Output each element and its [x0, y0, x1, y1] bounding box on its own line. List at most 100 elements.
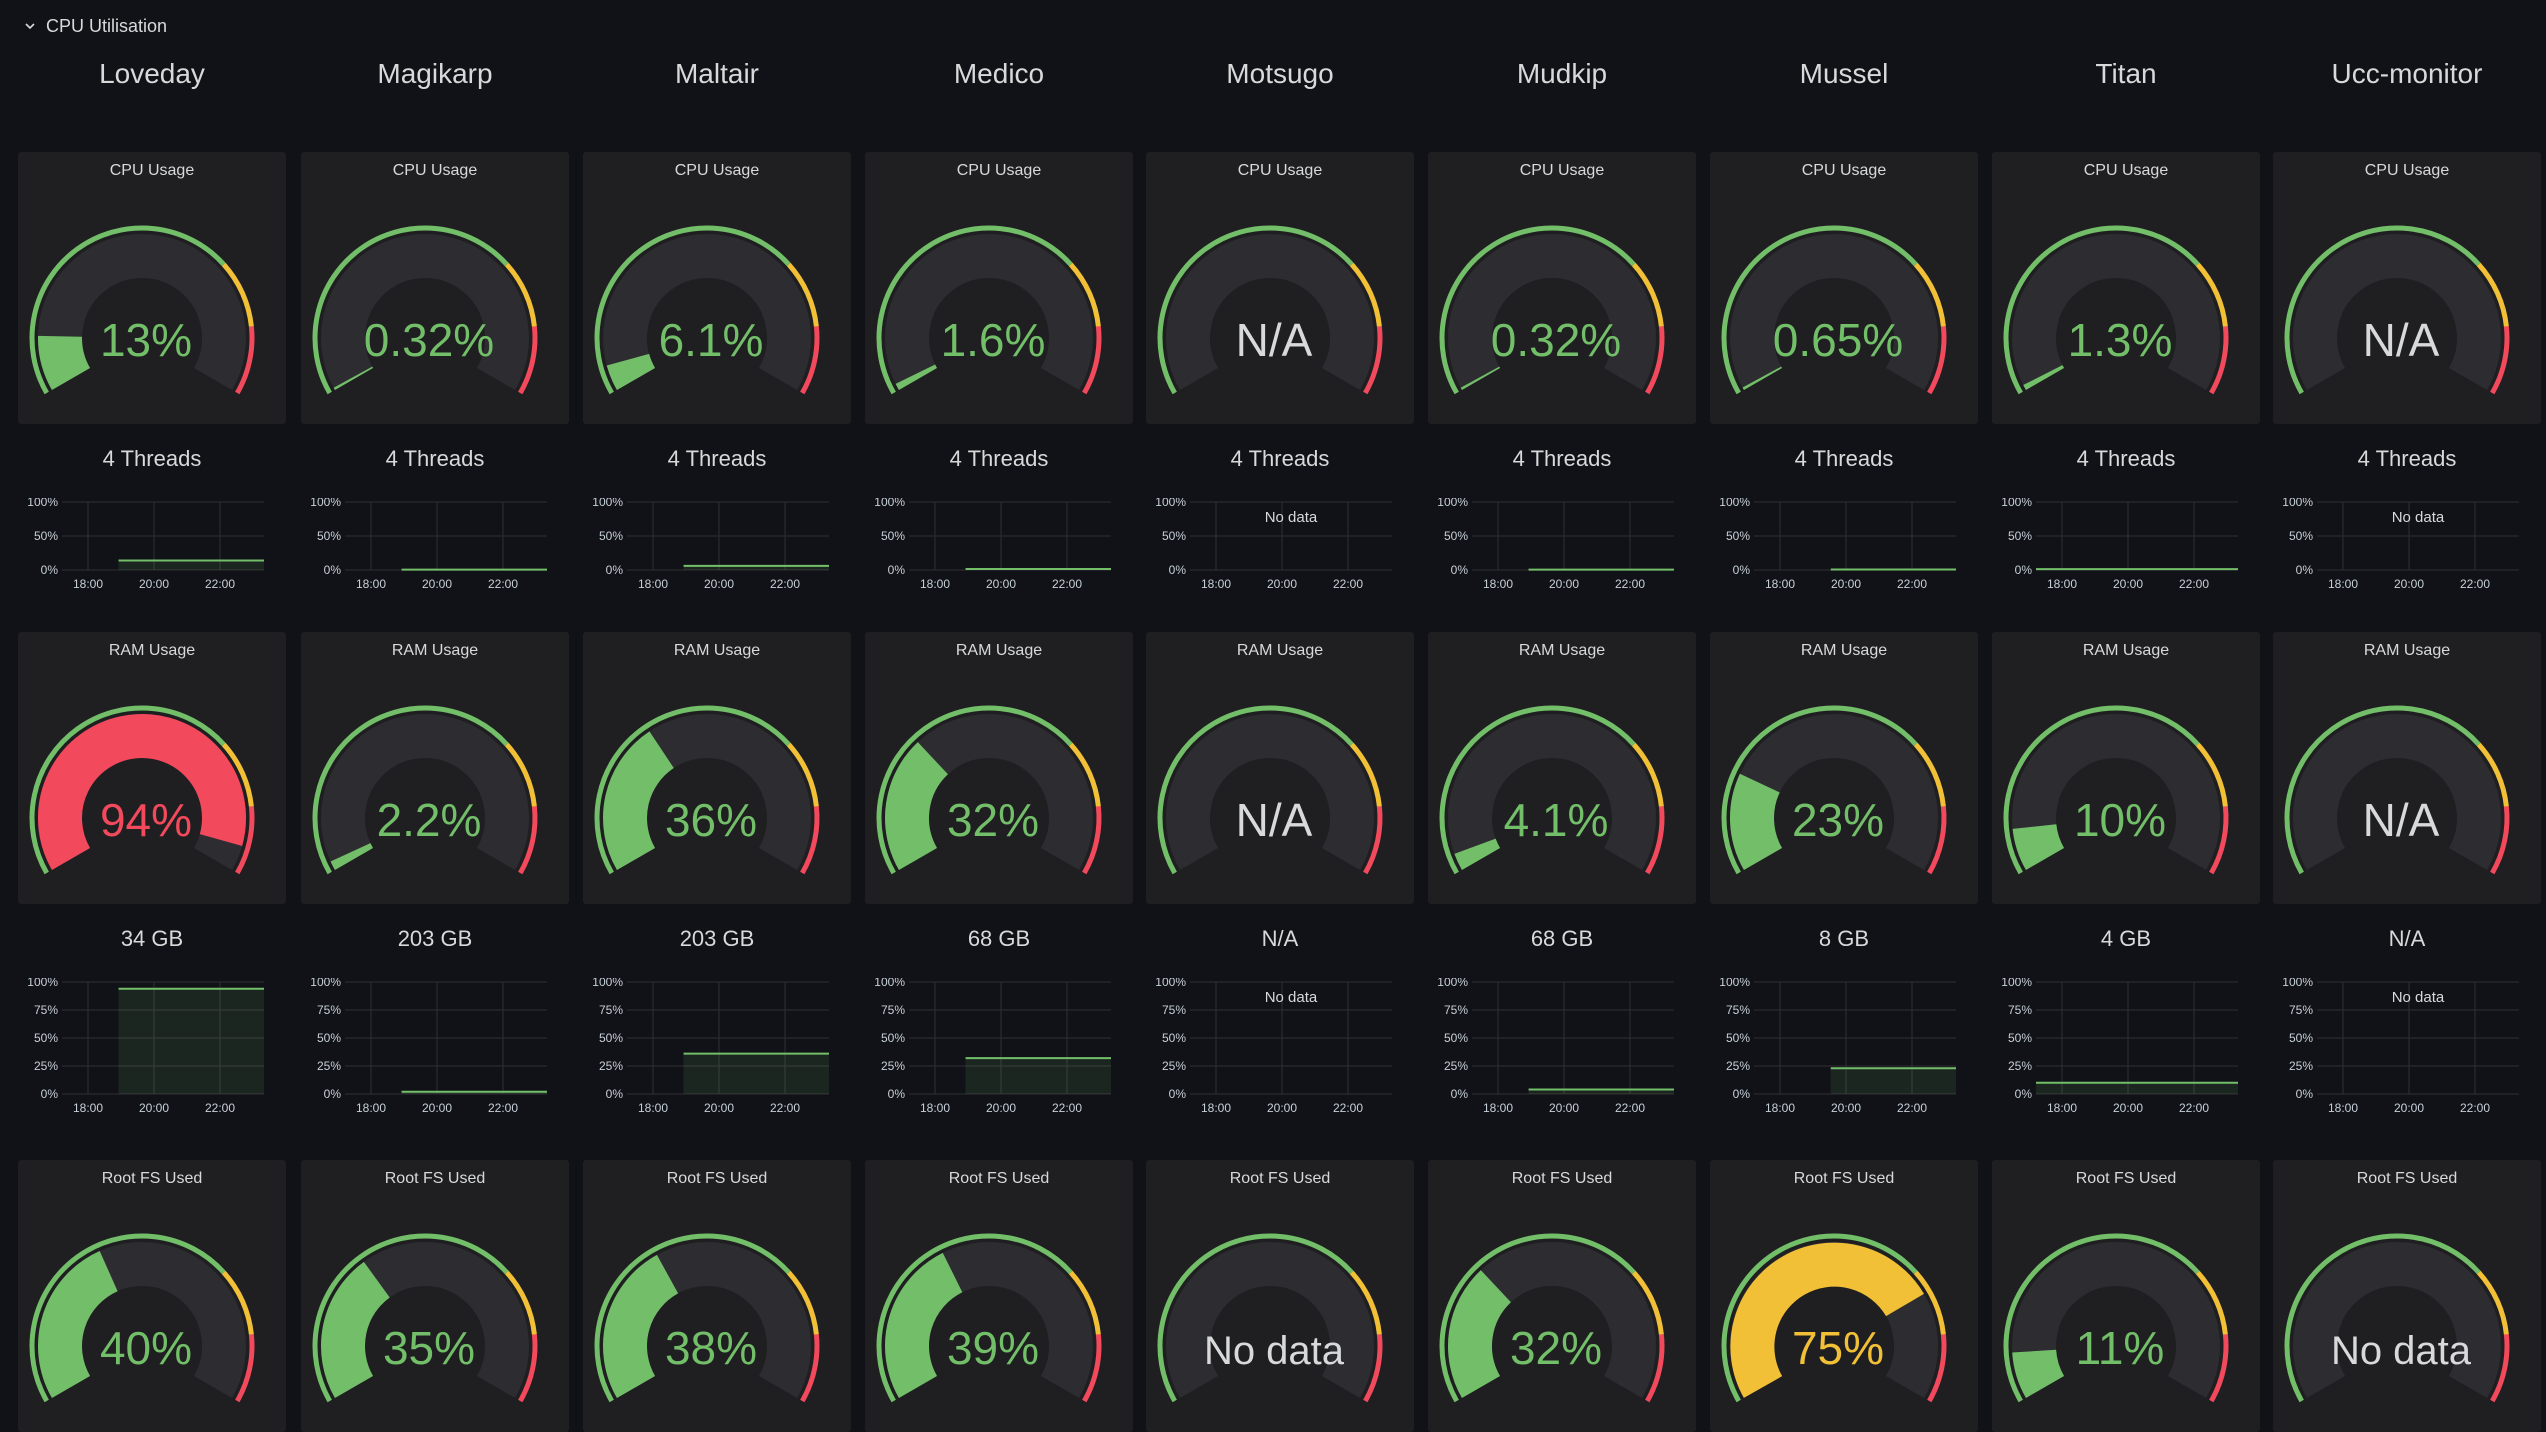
ram-usage-panel[interactable]: 2.2%RAM Usage: [301, 632, 569, 904]
x-tick-label: 20:00: [139, 577, 169, 591]
panel-title: Root FS Used: [865, 1170, 1133, 1188]
cpu-usage-gauge: 0.65%: [1710, 152, 1978, 424]
y-tick-label: 100%: [310, 978, 341, 989]
gauge-value-text: N/A: [2363, 794, 2440, 846]
x-tick-label: 18:00: [2328, 1101, 2358, 1115]
panel-title: Root FS Used: [1992, 1170, 2260, 1188]
cpu-usage-panel[interactable]: 13%CPU Usage: [18, 152, 286, 424]
y-tick-label: 25%: [1444, 1059, 1468, 1073]
x-tick-label: 20:00: [2113, 1101, 2143, 1115]
gauge-value-text: 10%: [2074, 794, 2166, 846]
cpu-usage-panel[interactable]: 0.32%CPU Usage: [301, 152, 569, 424]
ram-usage-gauge: 23%: [1710, 632, 1978, 904]
root-fs-gauge: 40%: [18, 1160, 286, 1432]
panel-title: Root FS Used: [1710, 1170, 1978, 1188]
cpu-usage-panel[interactable]: 0.32%CPU Usage: [1428, 152, 1696, 424]
gauge-value-text: 38%: [665, 1322, 757, 1374]
ram-usage-panel[interactable]: 23%RAM Usage: [1710, 632, 1978, 904]
x-tick-label: 20:00: [422, 577, 452, 591]
root-fs-panel[interactable]: 11%Root FS Used: [1992, 1160, 2260, 1432]
gauge-value-text: N/A: [1236, 794, 1313, 846]
ram-usage-panel[interactable]: 94%RAM Usage: [18, 632, 286, 904]
x-tick-label: 22:00: [770, 577, 800, 591]
gauge-value-arc: [2043, 375, 2045, 379]
threads-stat: 4 Threads: [1428, 446, 1696, 472]
root-fs-panel[interactable]: 32%Root FS Used: [1428, 1160, 1696, 1432]
ram-total-stat: 68 GB: [865, 926, 1133, 952]
root-fs-gauge: 75%: [1710, 1160, 1978, 1432]
no-data-text: No data: [1265, 509, 1318, 526]
cpu-usage-panel[interactable]: 6.1%CPU Usage: [583, 152, 851, 424]
y-tick-label: 75%: [1726, 1003, 1750, 1017]
host-name: Magikarp: [301, 58, 569, 104]
root-fs-gauge: 39%: [865, 1160, 1133, 1432]
y-tick-label: 0%: [888, 563, 906, 577]
root-fs-panel[interactable]: 40%Root FS Used: [18, 1160, 286, 1432]
gauge-value-arc: [351, 852, 354, 859]
root-fs-panel[interactable]: 35%Root FS Used: [301, 1160, 569, 1432]
root-fs-panel[interactable]: 39%Root FS Used: [865, 1160, 1133, 1432]
y-tick-label: 50%: [881, 1031, 905, 1045]
series-area: [684, 1054, 829, 1094]
panel-title: RAM Usage: [1710, 642, 1978, 660]
y-tick-label: 0%: [1169, 563, 1187, 577]
gauge-value-text: 6.1%: [659, 314, 764, 366]
y-tick-label: 50%: [2008, 529, 2032, 543]
ram-usage-panel[interactable]: 10%RAM Usage: [1992, 632, 2260, 904]
gauge-value-arc: [907, 758, 933, 859]
root-fs-panel[interactable]: 38%Root FS Used: [583, 1160, 851, 1432]
panel-title: Root FS Used: [2273, 1170, 2541, 1188]
gauge-value-arc: [1475, 846, 1481, 859]
x-tick-label: 20:00: [1549, 577, 1579, 591]
cpu-usage-panel[interactable]: 1.6%CPU Usage: [865, 152, 1133, 424]
y-tick-label: 50%: [1162, 1031, 1186, 1045]
panel-title: Root FS Used: [301, 1170, 569, 1188]
gauge-value-arc: [343, 1280, 377, 1387]
host-name: Medico: [865, 58, 1133, 104]
y-tick-label: 75%: [317, 1003, 341, 1017]
y-tick-label: 0%: [2296, 1087, 2314, 1101]
panel-title: CPU Usage: [1710, 162, 1978, 180]
ram-usage-panel[interactable]: 4.1%RAM Usage: [1428, 632, 1696, 904]
panel-title: CPU Usage: [1992, 162, 2260, 180]
cpu-usage-panel[interactable]: 0.65%CPU Usage: [1710, 152, 1978, 424]
ram-usage-panel[interactable]: 32%RAM Usage: [865, 632, 1133, 904]
cpu-usage-gauge: 1.3%: [1992, 152, 2260, 424]
ram-usage-panel[interactable]: 36%RAM Usage: [583, 632, 851, 904]
x-tick-label: 22:00: [1052, 1101, 1082, 1115]
gauge-value-text: 1.3%: [2068, 314, 2173, 366]
y-tick-label: 100%: [592, 978, 623, 989]
cpu-usage-panel[interactable]: 1.3% CPU Usage: [1992, 152, 2260, 424]
root-fs-panel[interactable]: 75%Root FS Used: [1710, 1160, 1978, 1432]
